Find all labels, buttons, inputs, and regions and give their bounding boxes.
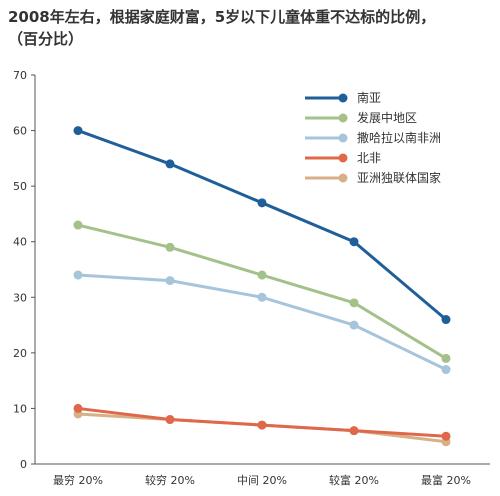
data-point [257, 420, 267, 430]
y-tick-label: 60 [13, 125, 27, 138]
legend-swatch-dot [338, 113, 348, 123]
axes: 0 10 20 30 40 50 60 70 最穷 20% 较穷 20% 中间 20% 较富 20% 最… [13, 69, 490, 487]
data-point [165, 159, 175, 169]
x-tick-label: 最富 20% [421, 473, 471, 487]
series-1 [73, 220, 451, 363]
y-tick-label: 70 [13, 69, 27, 82]
data-point [349, 237, 359, 247]
data-point [349, 426, 359, 436]
data-point [73, 220, 83, 230]
legend-swatch-dot [338, 173, 348, 183]
legend-label: 亚洲独联体国家 [357, 170, 441, 185]
y-tick-label: 30 [13, 291, 27, 304]
series-0 [73, 126, 451, 325]
data-point [441, 353, 451, 363]
legend-item: 发展中地区 [305, 110, 417, 125]
legend-label: 撒哈拉以南非洲 [357, 130, 441, 145]
legend-item: 撒哈拉以南非洲 [305, 130, 441, 145]
legend-label: 发展中地区 [357, 110, 417, 125]
legend-item: 北非 [305, 151, 381, 165]
data-point [349, 320, 359, 330]
legend-swatch-dot [338, 133, 348, 143]
data-point [257, 292, 267, 302]
x-tick-label: 较穷 20% [145, 473, 195, 487]
legend-item: 南亚 [305, 90, 381, 105]
data-point [165, 276, 175, 286]
legend-label: 北非 [357, 151, 381, 165]
data-point [165, 242, 175, 252]
series-2 [73, 270, 451, 375]
series-lines [73, 126, 451, 447]
chart-title-line-2: （百分比） [8, 30, 84, 48]
data-point [73, 126, 83, 136]
y-tick-label: 0 [20, 458, 27, 471]
x-tick-label: 中间 20% [237, 474, 287, 487]
series-3 [73, 403, 451, 441]
data-point [441, 315, 451, 325]
series-line [77, 273, 447, 371]
legend-swatch-dot [338, 93, 348, 103]
legend-item: 亚洲独联体国家 [305, 170, 441, 185]
data-point [165, 415, 175, 425]
x-tick-label: 较富 20% [329, 473, 379, 487]
data-point [441, 365, 451, 375]
data-point [73, 270, 83, 280]
y-tick-label: 50 [13, 180, 27, 193]
legend-label: 南亚 [357, 90, 381, 105]
data-point [257, 198, 267, 208]
data-point [73, 403, 83, 413]
chart-title-line-1: 2008年左右，根据家庭财富，5岁以下儿童体重不达标的比例， [8, 8, 436, 26]
y-tick-label: 40 [13, 236, 27, 249]
x-tick-label: 最穷 20% [53, 473, 103, 487]
data-point [441, 431, 451, 441]
series-line [77, 129, 447, 321]
chart-title: 2008年左右，根据家庭财富，5岁以下儿童体重不达标的比例， （百分比） [8, 6, 492, 50]
data-point [349, 298, 359, 308]
y-tick-label: 10 [13, 402, 27, 415]
legend-swatch-dot [338, 153, 348, 163]
data-point [257, 270, 267, 280]
y-tick-label: 20 [13, 347, 27, 360]
series-line [77, 223, 447, 360]
